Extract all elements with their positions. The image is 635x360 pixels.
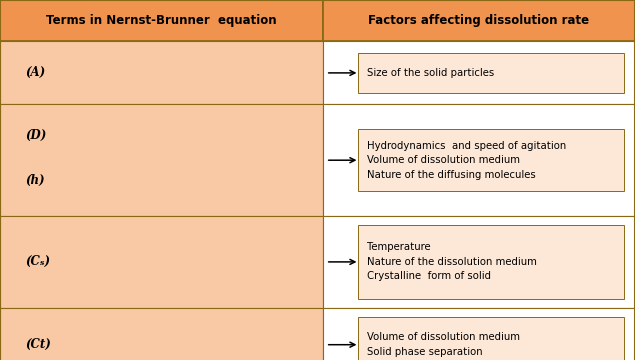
FancyBboxPatch shape xyxy=(358,225,624,299)
FancyBboxPatch shape xyxy=(323,104,635,216)
FancyBboxPatch shape xyxy=(323,41,635,104)
FancyBboxPatch shape xyxy=(323,308,635,360)
FancyBboxPatch shape xyxy=(0,41,323,104)
FancyBboxPatch shape xyxy=(358,317,624,360)
FancyBboxPatch shape xyxy=(0,216,323,308)
FancyBboxPatch shape xyxy=(0,308,323,360)
FancyBboxPatch shape xyxy=(323,0,635,41)
FancyBboxPatch shape xyxy=(0,104,323,216)
Text: Temperature
Nature of the dissolution medium
Crystalline  form of solid: Temperature Nature of the dissolution me… xyxy=(367,243,537,281)
Text: Terms in Nernst-Brunner  equation: Terms in Nernst-Brunner equation xyxy=(46,14,277,27)
Text: Size of the solid particles: Size of the solid particles xyxy=(367,68,494,78)
Text: Factors affecting dissolution rate: Factors affecting dissolution rate xyxy=(368,14,589,27)
FancyBboxPatch shape xyxy=(0,0,323,41)
FancyBboxPatch shape xyxy=(323,216,635,308)
Text: (A): (A) xyxy=(25,66,46,80)
Text: (D): (D) xyxy=(25,129,46,142)
Text: (Cₛ): (Cₛ) xyxy=(25,255,50,269)
FancyBboxPatch shape xyxy=(358,53,624,93)
FancyBboxPatch shape xyxy=(358,129,624,192)
Text: Volume of dissolution medium
Solid phase separation: Volume of dissolution medium Solid phase… xyxy=(367,333,520,357)
Text: (h): (h) xyxy=(25,174,45,187)
Text: (Ct): (Ct) xyxy=(25,338,51,351)
Text: Hydrodynamics  and speed of agitation
Volume of dissolution medium
Nature of the: Hydrodynamics and speed of agitation Vol… xyxy=(367,141,566,180)
